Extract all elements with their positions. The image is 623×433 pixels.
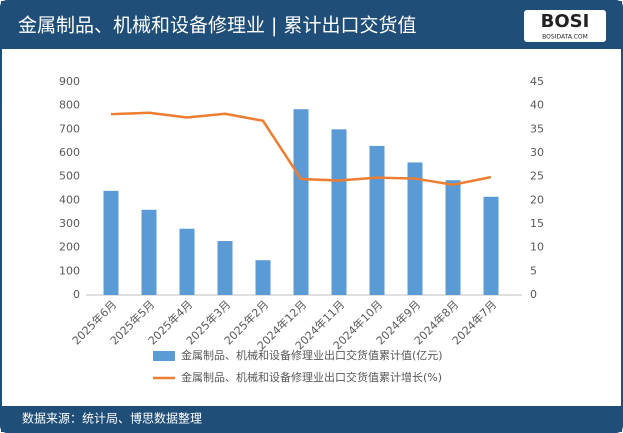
- header-bar: [1, 1, 622, 49]
- y2-tick-label: 30: [530, 146, 544, 159]
- y-tick-label: 400: [59, 193, 80, 206]
- legend-swatch: [153, 351, 175, 361]
- logo-box: [524, 10, 606, 42]
- legend-label: 金属制品、机械和设备修理业出口交货值累计增长(%): [181, 370, 442, 384]
- y-tick-label: 800: [59, 99, 80, 112]
- logo-url: BOSIDATA.COM: [542, 34, 588, 41]
- y-tick-label: 900: [59, 75, 80, 88]
- y2-tick-label: 15: [530, 217, 544, 230]
- line: [110, 111, 492, 186]
- source: 数据来源：统计局、博思数据整理: [22, 411, 202, 426]
- y-tick-label: 200: [59, 241, 80, 254]
- bar: [217, 241, 233, 295]
- legend-label: 金属制品、机械和设备修理业出口交货值累计值(亿元): [181, 348, 443, 362]
- y-tick-label: 600: [59, 146, 80, 159]
- y2-tick-label: 20: [530, 193, 544, 206]
- bar: [255, 260, 271, 295]
- y-tick-label: 700: [59, 122, 80, 135]
- bar: [179, 228, 195, 295]
- y2-tick-label: 35: [530, 122, 544, 135]
- y-tick-label: 100: [59, 264, 80, 277]
- bar: [103, 190, 119, 295]
- chart-title: 金属制品、机械和设备修理业 | 累计出口交货值: [18, 15, 416, 37]
- y2-tick-label: 10: [530, 241, 544, 254]
- footer-bar: [1, 406, 622, 432]
- y2-tick-label: 0: [530, 288, 537, 301]
- y-tick-label: 0: [73, 288, 80, 301]
- y-tick-label: 500: [59, 170, 80, 183]
- bar: [407, 162, 423, 295]
- bar: [445, 180, 461, 295]
- y2-tick-label: 45: [530, 75, 544, 88]
- bar: [331, 129, 347, 295]
- bar: [369, 145, 385, 295]
- bar: [483, 196, 499, 295]
- y2-tick-label: 25: [530, 170, 544, 183]
- bar: [141, 209, 157, 295]
- bar: [293, 109, 309, 295]
- y2-tick-label: 5: [530, 264, 537, 277]
- y2-tick-label: 40: [530, 99, 544, 112]
- y-tick-label: 300: [59, 217, 80, 230]
- logo: BOSI: [541, 11, 590, 32]
